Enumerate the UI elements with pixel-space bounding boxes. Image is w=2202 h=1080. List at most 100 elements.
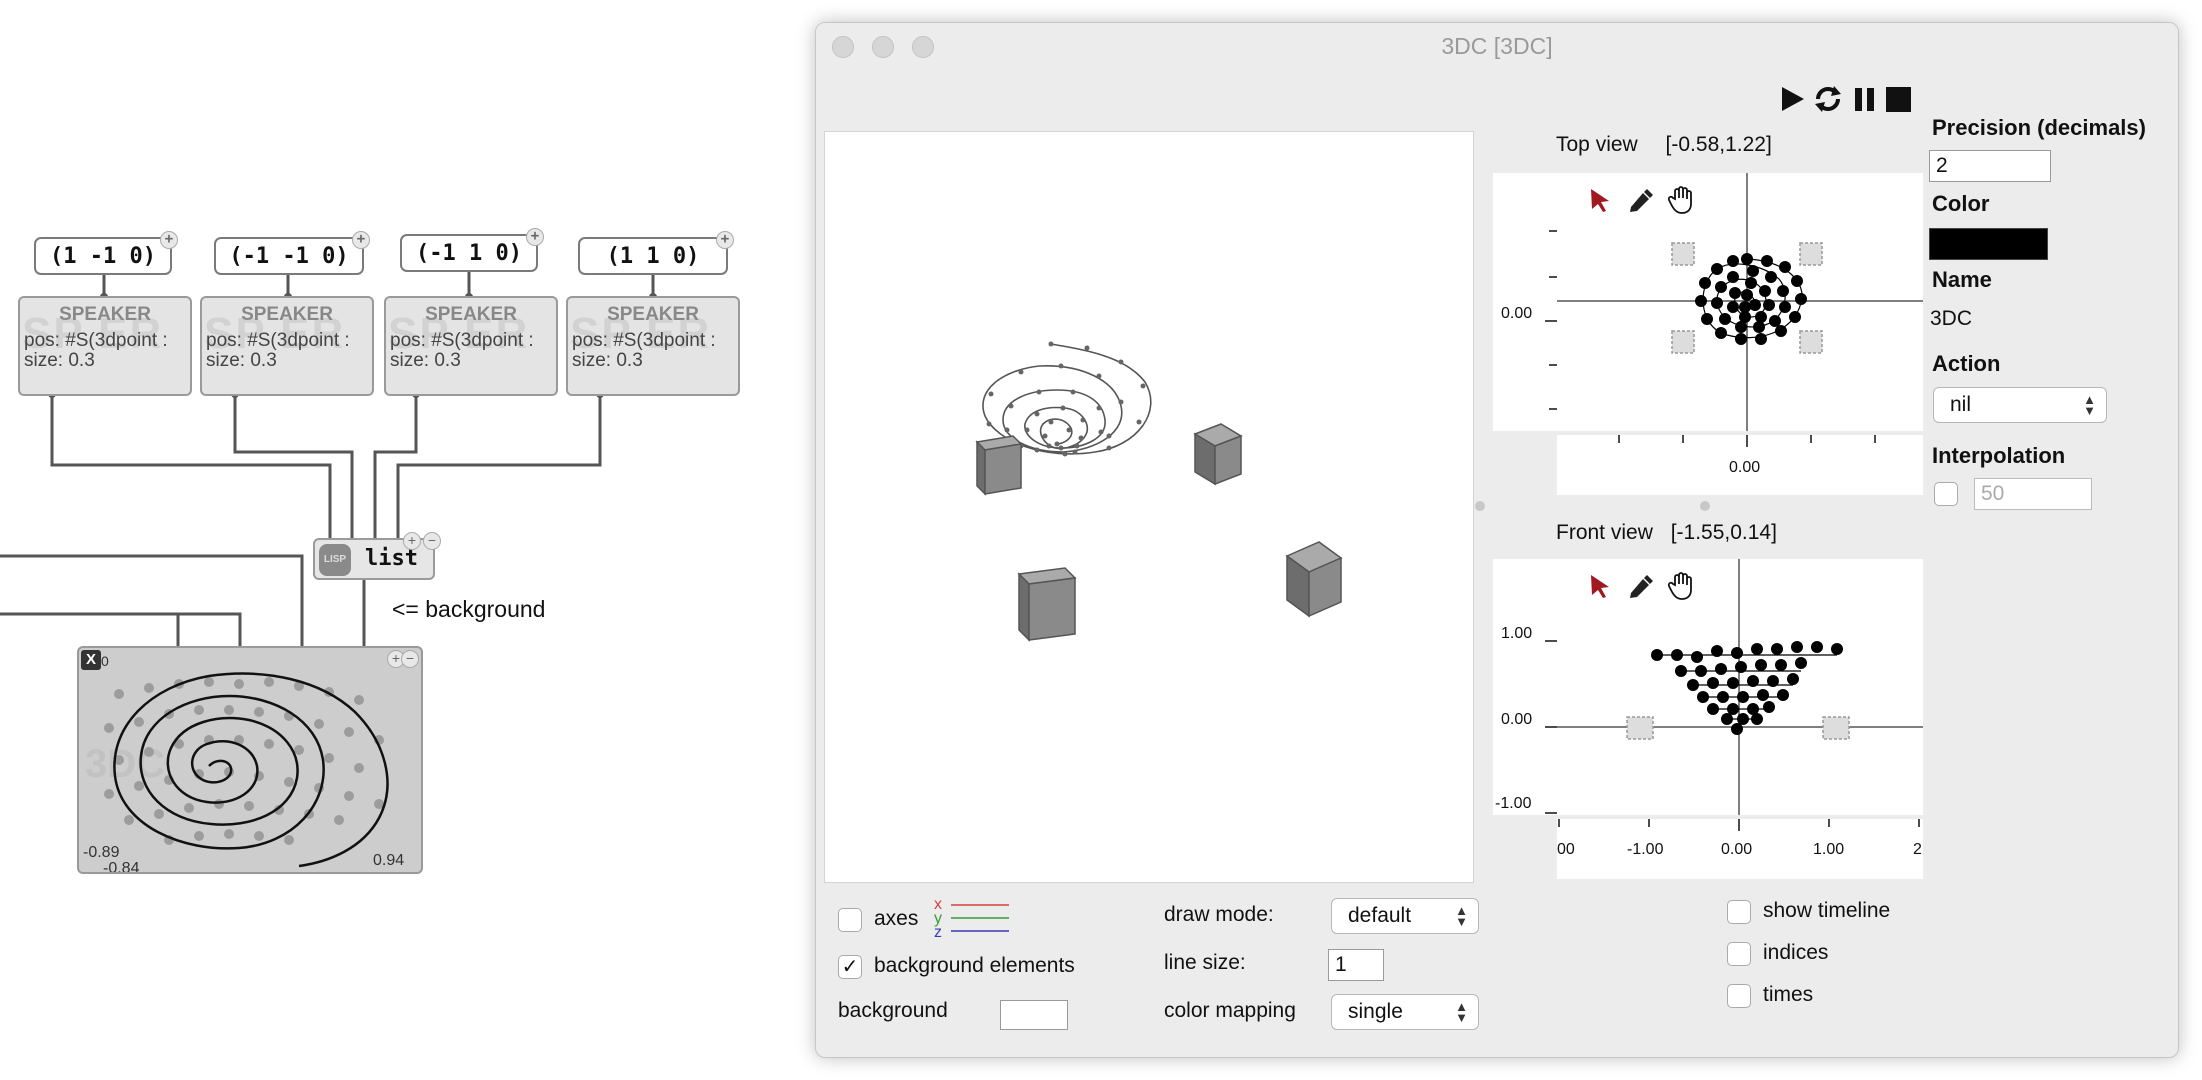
speaker-title: SPEAKER: [607, 304, 699, 325]
show-timeline-checkbox[interactable]: [1727, 900, 1751, 924]
axes-checkbox[interactable]: [838, 908, 862, 932]
interpolation-checkbox[interactable]: [1934, 482, 1958, 506]
pen-icon[interactable]: [1627, 573, 1653, 599]
speaker-size: size: 0.3: [206, 350, 277, 371]
horizontal-splitter[interactable]: [1700, 501, 1710, 511]
loop-icon[interactable]: [1812, 83, 1844, 115]
list-object[interactable]: LISP list + −: [313, 532, 441, 580]
front-view-range: [-1.55,0.14]: [1670, 521, 1777, 544]
action-value: nil: [1950, 393, 1972, 416]
speaker-size: size: 0.3: [572, 350, 643, 371]
front-view-x-tick: -1.00: [1627, 841, 1664, 858]
draw-mode-value: default: [1348, 904, 1412, 927]
spiral-preview: [104, 672, 389, 868]
speaker-watermark: SP ER: [22, 309, 164, 358]
indices-label: indices: [1763, 941, 1829, 964]
speaker-object-3[interactable]: SP ER SPEAKER pos: #S(3dpoint : size: 0.…: [384, 296, 558, 396]
pen-icon[interactable]: [1627, 187, 1653, 213]
speaker-pos: pos: #S(3dpoint :: [206, 330, 350, 351]
show-timeline-label: show timeline: [1763, 899, 1891, 922]
front-view-y-ruler[interactable]: 1.00 0.00 -1.00: [1493, 559, 1557, 815]
point-value: (1 1 0): [606, 244, 700, 269]
top-view-title: Top view [-0.58,1.22]: [1556, 133, 1772, 157]
front-view-plot[interactable]: [1557, 559, 1923, 815]
pause-icon[interactable]: [1848, 83, 1880, 115]
speaker-title: SPEAKER: [241, 304, 333, 325]
color-mapping-select[interactable]: single ▲ ▼: [1331, 994, 1479, 1030]
point-value: (1 -1 0): [50, 244, 156, 269]
draw-mode-select[interactable]: default ▲ ▼: [1331, 898, 1479, 934]
arrow-icon[interactable]: [1587, 573, 1613, 599]
plus-icon[interactable]: +: [160, 231, 178, 249]
zoom-window-button[interactable]: [912, 36, 934, 58]
top-view-y-ruler[interactable]: 0.00: [1493, 173, 1557, 431]
close-x-icon[interactable]: X: [81, 650, 101, 670]
times-checkbox[interactable]: [1727, 984, 1751, 1008]
speaker-pos: pos: #S(3dpoint :: [572, 330, 716, 351]
stop-icon[interactable]: [1882, 83, 1914, 115]
arrow-icon[interactable]: [1587, 187, 1613, 213]
stepper-icon: ▲ ▼: [1455, 999, 1468, 1025]
speaker-title: SPEAKER: [425, 304, 517, 325]
top-view-range: [-0.58,1.22]: [1665, 133, 1772, 156]
top-view-x-ruler[interactable]: 0.00: [1557, 435, 1923, 495]
top-view-label: Top view: [1556, 133, 1638, 156]
speaker-object-2[interactable]: SP ER SPEAKER pos: #S(3dpoint : size: 0.…: [200, 296, 374, 396]
draw-mode-label: draw mode:: [1164, 903, 1274, 926]
front-view-label: Front view: [1556, 521, 1653, 544]
color-swatch[interactable]: [1929, 228, 2048, 260]
line-size-input[interactable]: 1: [1328, 949, 1384, 981]
bpf-xmax: 0.94: [373, 852, 405, 869]
plus-icon[interactable]: +: [716, 231, 734, 249]
minus-icon[interactable]: −: [401, 650, 419, 668]
point-box-1[interactable]: (1 -1 0) +: [34, 231, 178, 275]
indices-checkbox[interactable]: [1727, 942, 1751, 966]
background-elements-checkbox[interactable]: ✓: [838, 955, 862, 979]
speaker-size: size: 0.3: [390, 350, 461, 371]
speaker-object-4[interactable]: SP ER SPEAKER pos: #S(3dpoint : size: 0.…: [566, 296, 740, 396]
lisp-badge: LISP: [319, 544, 351, 576]
close-window-button[interactable]: [832, 36, 854, 58]
color-label: Color: [1932, 191, 1990, 216]
minimize-window-button[interactable]: [872, 36, 894, 58]
precision-input[interactable]: 2: [1929, 150, 2051, 182]
play-icon[interactable]: [1776, 83, 1808, 115]
front-view-title: Front view [-1.55,0.14]: [1556, 521, 1777, 545]
front-view-x-tick: 0.00: [1721, 841, 1753, 858]
plus-icon[interactable]: +: [526, 228, 544, 246]
speaker-object-1[interactable]: SP ER SPEAKER pos: #S(3dpoint : size: 0.…: [18, 296, 192, 396]
point-value: (-1 -1 0): [229, 244, 349, 269]
name-label: Name: [1932, 267, 1992, 292]
hand-icon[interactable]: [1667, 185, 1697, 215]
background-comment: <= background: [392, 596, 546, 622]
front-view-y-tick: 1.00: [1501, 625, 1533, 642]
background-color-swatch[interactable]: [1000, 1000, 1068, 1030]
background-label: background: [838, 999, 948, 1022]
front-view-x-tick: 2: [1913, 841, 1922, 858]
axes-label: axes: [874, 907, 919, 930]
times-label: times: [1763, 983, 1814, 1006]
name-value: 3DC: [1930, 307, 1973, 330]
front-view-x-tick: 1.00: [1813, 841, 1845, 858]
speaker-title: SPEAKER: [59, 304, 151, 325]
hand-icon[interactable]: [1667, 571, 1697, 601]
3d-view[interactable]: [824, 131, 1474, 883]
editor-window: 3DC [3DC]: [815, 22, 2179, 1058]
color-mapping-value: single: [1348, 1000, 1403, 1023]
point-box-4[interactable]: (1 1 0) +: [578, 231, 734, 275]
line-size-label: line size:: [1164, 951, 1246, 974]
front-view-x-ruler[interactable]: 00 -1.00 0.00 1.00 2: [1557, 819, 1923, 879]
point-box-3[interactable]: (-1 1 0) +: [400, 228, 544, 272]
plus-icon[interactable]: +: [352, 231, 370, 249]
spiral-3dc-object[interactable]: X 0 3DC -0.89 -0.84 0.94 + −: [77, 646, 423, 874]
interpolation-input[interactable]: 50: [1974, 478, 2092, 510]
top-view-plot[interactable]: [1557, 173, 1923, 431]
minus-icon[interactable]: −: [423, 532, 441, 550]
speaker-watermark: SP ER: [388, 309, 530, 358]
point-box-2[interactable]: (-1 -1 0) +: [214, 231, 370, 275]
bpf-index: 0: [101, 653, 109, 669]
vertical-splitter[interactable]: [1475, 501, 1485, 511]
plus-icon[interactable]: +: [403, 532, 421, 550]
speaker-pos: pos: #S(3dpoint :: [390, 330, 534, 351]
action-select[interactable]: nil ▲ ▼: [1933, 387, 2107, 423]
